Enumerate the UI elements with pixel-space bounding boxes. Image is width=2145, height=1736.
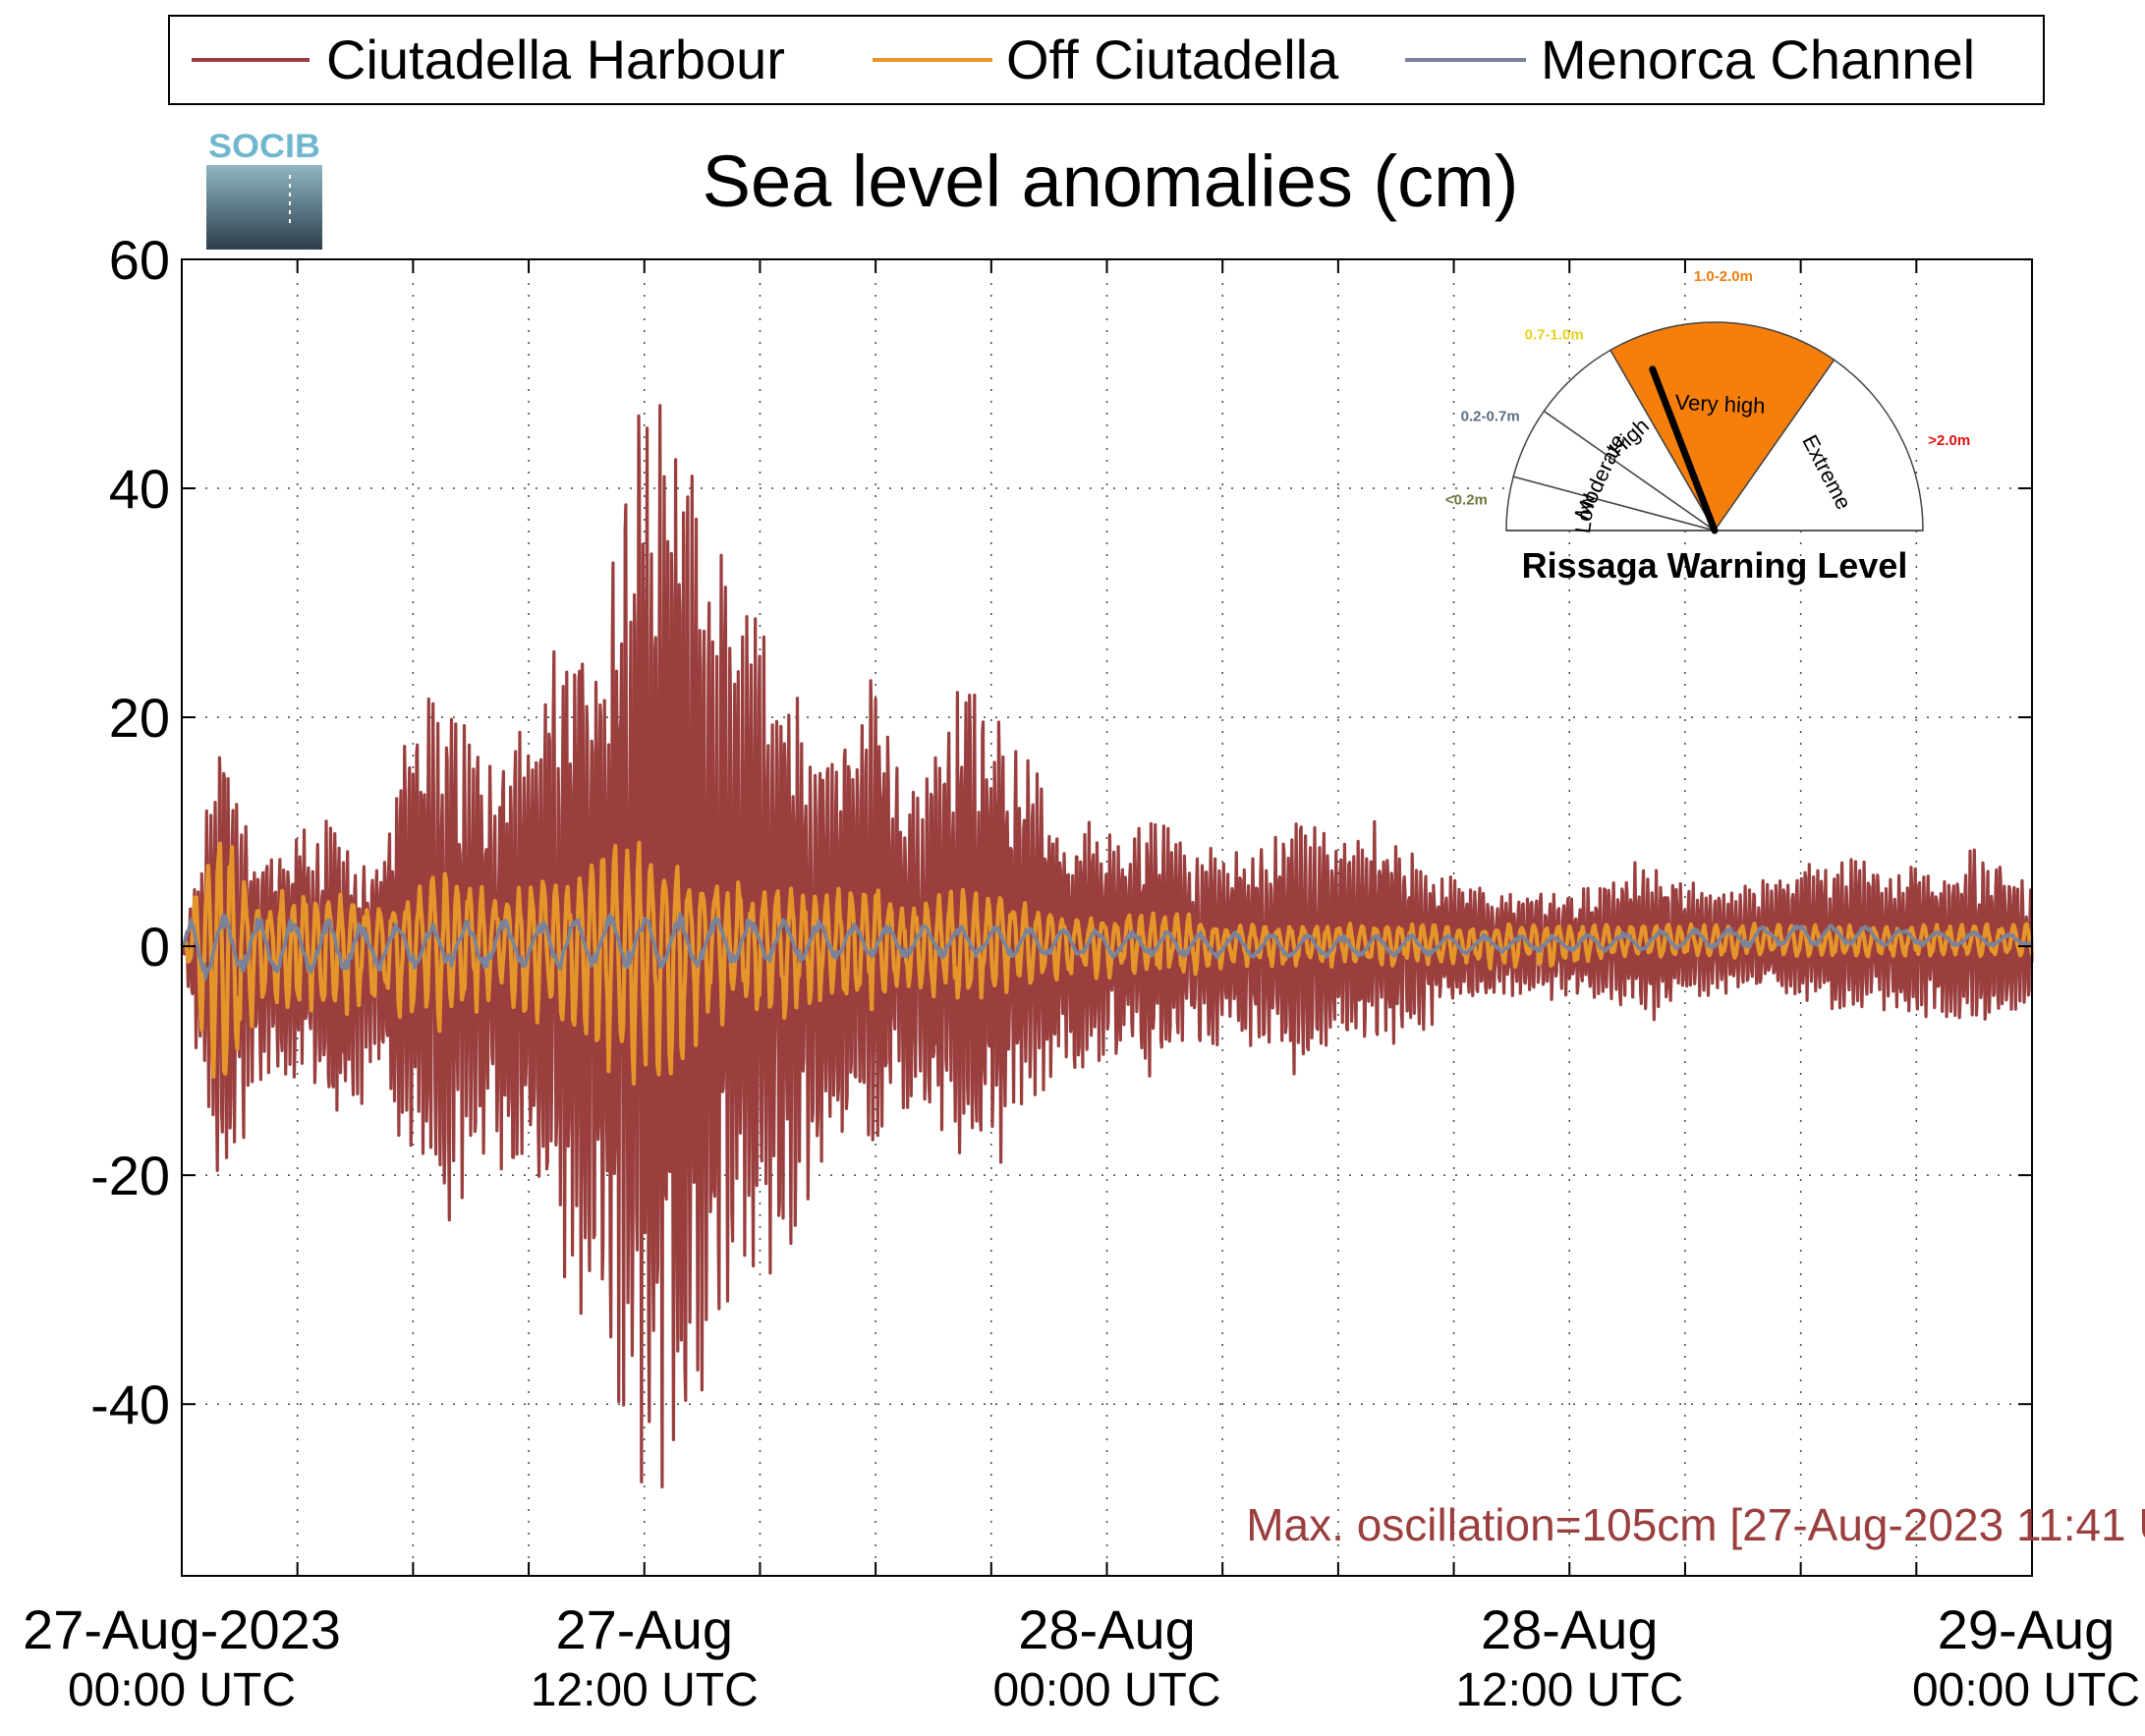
y-axis: 60 40 20 0 -20 -40 <box>90 229 2032 1435</box>
x-tick-label: 28-Aug <box>1018 1598 1196 1660</box>
legend-box <box>168 15 2045 105</box>
series-layer <box>180 404 2035 1488</box>
gauge-segment-extreme <box>1713 359 1924 532</box>
legend: Ciutadella Harbour Off Ciutadella Menorc… <box>168 15 2045 105</box>
gauge-range-label: 0.2-0.7m <box>1461 409 1520 425</box>
legend-label-menorca-channel: Menorca Channel <box>1541 28 1975 90</box>
y-tick-label: 60 <box>109 229 170 291</box>
x-tick-label: 27-Aug-2023 <box>23 1598 341 1660</box>
gauge-needle <box>1649 365 1719 534</box>
gauge-segment-label: Very high <box>1674 390 1766 419</box>
gauge-segment-very-high <box>1609 321 1835 532</box>
x-tick-label-time: 12:00 UTC <box>1455 1664 1683 1716</box>
x-tick-label-time: 00:00 UTC <box>992 1664 1220 1716</box>
gauge-range-label: <0.2m <box>1445 491 1488 508</box>
gauge-segment-label: Low <box>1570 492 1600 534</box>
y-tick-label: -40 <box>90 1373 170 1435</box>
x-tick-label: 29-Aug <box>1938 1598 2116 1660</box>
y-tick-label: 40 <box>109 458 170 520</box>
y-tick-label: 20 <box>109 687 170 749</box>
x-tick-label: 28-Aug <box>1481 1598 1659 1660</box>
x-tick-label-time: 12:00 UTC <box>531 1664 759 1716</box>
gauge-title: Rissaga Warning Level <box>1522 545 1908 586</box>
legend-label-off-ciutadella: Off Ciutadella <box>1006 28 1339 90</box>
logo-wave-block <box>206 165 322 250</box>
legend-label-ciutadella-harbour: Ciutadella Harbour <box>326 28 785 90</box>
series-line-off-ciutadella <box>180 840 2035 1087</box>
gauge-segments <box>1505 321 1924 532</box>
chart-title: Sea level anomalies (cm) <box>703 140 1519 222</box>
gauge-range-label: 1.0-2.0m <box>1694 268 1753 285</box>
x-tick-label-time: 00:00 UTC <box>68 1664 296 1716</box>
gauge-range-label: 0.7-1.0m <box>1525 326 1584 343</box>
y-tick-label: -20 <box>90 1145 170 1206</box>
x-tick-label: 27-Aug <box>555 1598 733 1660</box>
max-oscillation-annotation: Max. oscillation=105cm [27-Aug-2023 11:4… <box>1246 1499 2145 1550</box>
series-line-menorca-channel <box>180 912 2033 980</box>
gauge-range-label: >2.0m <box>1928 432 1970 449</box>
y-tick-label: 0 <box>140 916 170 978</box>
x-tick-label-time: 00:00 UTC <box>1912 1664 2140 1716</box>
logo-text: SOCIB <box>208 128 320 165</box>
socib-logo: SOCIB <box>206 128 322 250</box>
